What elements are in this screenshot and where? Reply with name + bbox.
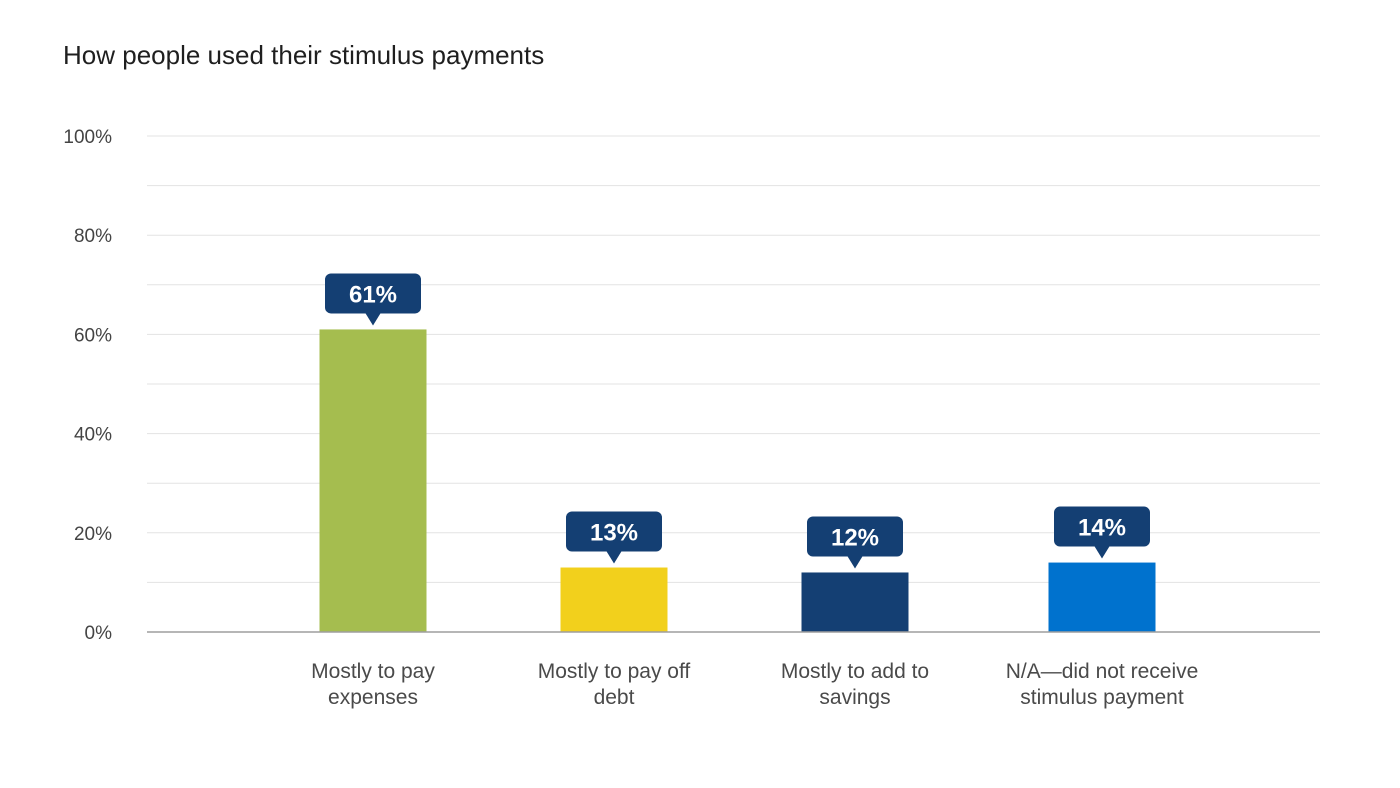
y-axis-ticks: 0% 20% 40% 60% 80% 100% <box>63 127 112 644</box>
x-axis-labels: Mostly to pay expenses Mostly to pay off de… <box>311 660 1198 709</box>
x-tick-label: Mostly to add to savings <box>781 660 929 709</box>
data-label: 14% <box>1078 515 1126 542</box>
data-label-pointer <box>847 555 863 569</box>
y-tick-label: 40% <box>74 425 112 446</box>
data-label-box <box>325 273 421 314</box>
data-label-box <box>1054 506 1150 547</box>
data-label-callout: 13% <box>566 511 662 564</box>
data-labels: 61% 13% 12% 14% <box>325 273 1150 569</box>
data-label: 61% <box>349 281 397 308</box>
x-tick-label: N/A—did not receive stimulus payment <box>1006 660 1199 709</box>
data-label-box <box>807 516 903 557</box>
bar <box>1048 562 1156 632</box>
bar <box>319 329 427 632</box>
data-label-callout: 14% <box>1054 506 1150 559</box>
bar <box>560 567 668 632</box>
y-tick-label: 80% <box>74 226 112 247</box>
data-label: 13% <box>590 520 638 547</box>
data-label-box <box>566 511 662 552</box>
chart-title: How people used their stimulus payments <box>63 40 545 70</box>
y-tick-label: 60% <box>74 325 112 346</box>
y-tick-label: 0% <box>85 623 113 644</box>
data-label-pointer <box>606 550 622 564</box>
data-label-callout: 61% <box>325 273 421 326</box>
y-tick-label: 100% <box>63 127 112 148</box>
data-label-pointer <box>365 312 381 326</box>
data-label-pointer <box>1094 545 1110 559</box>
x-tick-label: Mostly to pay off debt <box>538 660 691 709</box>
data-label: 12% <box>831 524 879 551</box>
bars <box>319 329 1156 632</box>
data-label-callout: 12% <box>807 516 903 569</box>
bar <box>801 572 909 632</box>
x-tick-label: Mostly to pay expenses <box>311 660 435 709</box>
y-tick-label: 20% <box>74 524 112 545</box>
